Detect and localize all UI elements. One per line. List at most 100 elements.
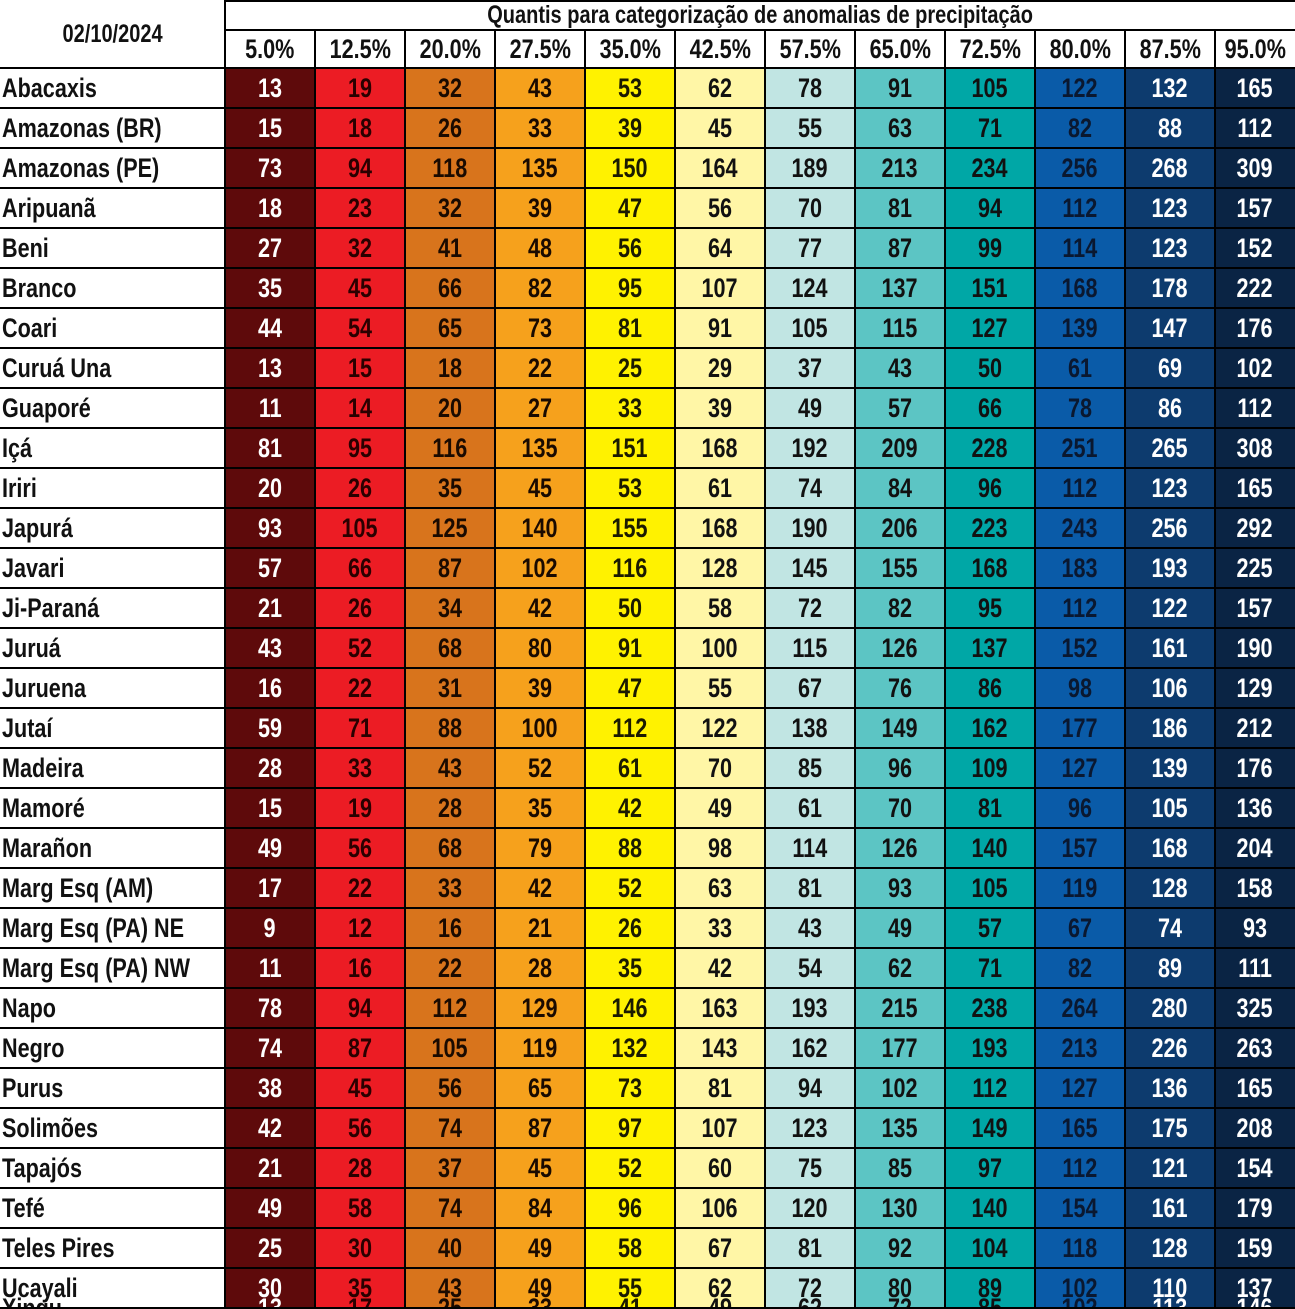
value-cell: 43 (855, 348, 945, 388)
value: 226 (1151, 1032, 1189, 1063)
value: 105 (341, 512, 379, 543)
value: 87 (437, 552, 463, 583)
value: 25 (257, 1232, 283, 1263)
value-cell: 139 (1125, 748, 1215, 788)
row-name: Negro (2, 1032, 65, 1063)
value-cell: 33 (495, 108, 585, 148)
value-cell: 112 (1035, 468, 1125, 508)
value-cell: 75 (765, 1148, 855, 1188)
row-name: Marañon (2, 832, 93, 863)
value: 112 (1062, 592, 1098, 623)
value-cell: 238 (945, 988, 1035, 1028)
value-cell: 62 (855, 948, 945, 988)
value: 129 (1236, 672, 1274, 703)
value: 19 (347, 792, 373, 823)
value: 43 (527, 72, 553, 103)
value-cell: 50 (585, 588, 675, 628)
value-cell: 149 (855, 708, 945, 748)
value-cell: 49 (855, 908, 945, 948)
value: 82 (1067, 952, 1093, 983)
value-cell: 68 (405, 828, 495, 868)
value: 112 (432, 992, 468, 1023)
value-cell: 18 (225, 188, 315, 228)
value: 26 (437, 112, 463, 143)
value: 14 (347, 392, 373, 423)
value: 64 (707, 232, 733, 263)
value: 13 (257, 352, 283, 383)
value: 48 (527, 232, 553, 263)
value: 82 (1067, 112, 1093, 143)
value-cell: 19 (315, 788, 405, 828)
value-cell: 47 (585, 188, 675, 228)
value-cell: 54 (765, 948, 855, 988)
value: 86 (1157, 392, 1183, 423)
value-cell: 93 (225, 508, 315, 548)
value-cell: 125 (405, 508, 495, 548)
value: 35 (527, 792, 553, 823)
value: 69 (1157, 352, 1183, 383)
row-name: Juruena (2, 672, 87, 703)
value-cell: 126 (855, 628, 945, 668)
row-name: Tapajós (2, 1152, 83, 1183)
value: 58 (617, 1232, 643, 1263)
row-name-cell: Amazonas (BR) (0, 108, 225, 148)
value-cell: 106 (1125, 668, 1215, 708)
value-cell: 88 (405, 708, 495, 748)
value: 121 (1151, 1152, 1189, 1183)
value-cell: 38 (225, 1068, 315, 1108)
value-cell: 16 (405, 908, 495, 948)
value-cell: 81 (225, 428, 315, 468)
value-cell: 57 (225, 548, 315, 588)
value-cell: 112 (1215, 388, 1295, 428)
value: 128 (701, 552, 739, 583)
value-cell: 215 (855, 988, 945, 1028)
row-name-cell: Marañon (0, 828, 225, 868)
value-cell: 265 (1125, 428, 1215, 468)
value: 50 (977, 352, 1003, 383)
value: 75 (797, 1152, 823, 1183)
value-cell: 89 (1125, 948, 1215, 988)
value-cell: 162 (765, 1028, 855, 1068)
value: 18 (257, 192, 283, 223)
value: 67 (1067, 912, 1093, 943)
value: 193 (1151, 552, 1189, 583)
value-cell: 193 (765, 988, 855, 1028)
value: 132 (1151, 72, 1189, 103)
value: 19 (347, 72, 373, 103)
value: 45 (707, 112, 733, 143)
value: 49 (257, 832, 283, 863)
value-cell: 112 (1035, 1148, 1125, 1188)
value: 56 (437, 1072, 463, 1103)
row-name-cell: Coari (0, 308, 225, 348)
value: 96 (977, 472, 1003, 503)
value-cell: 55 (585, 1268, 675, 1308)
title: Quantis para categorização de anomalias … (487, 0, 1033, 29)
value-cell: 81 (765, 1228, 855, 1268)
value: 79 (527, 832, 553, 863)
value-cell: 95 (585, 268, 675, 308)
row-name-cell: Negro (0, 1028, 225, 1068)
value: 54 (347, 312, 373, 343)
value-cell: 58 (585, 1228, 675, 1268)
value: 39 (527, 192, 553, 223)
row-name-cell: Solimões (0, 1108, 225, 1148)
value-cell: 49 (675, 788, 765, 828)
value: 63 (707, 872, 733, 903)
value-cell: 33 (675, 908, 765, 948)
value-cell: 35 (405, 468, 495, 508)
value: 9 (263, 912, 277, 943)
value: 309 (1236, 152, 1274, 183)
value-cell: 16 (225, 668, 315, 708)
value: 118 (432, 152, 468, 183)
row-name: Ji-Paraná (2, 592, 100, 623)
value: 42 (257, 1112, 283, 1143)
value-cell: 65 (405, 308, 495, 348)
value-cell: 119 (495, 1028, 585, 1068)
value: 147 (1151, 312, 1189, 343)
value: 112 (1237, 112, 1273, 143)
value: 33 (617, 392, 643, 423)
value: 208 (1236, 1112, 1274, 1143)
value-cell: 87 (495, 1108, 585, 1148)
value: 29 (707, 352, 733, 383)
column-header-cell: 95.0% (1215, 30, 1295, 68)
